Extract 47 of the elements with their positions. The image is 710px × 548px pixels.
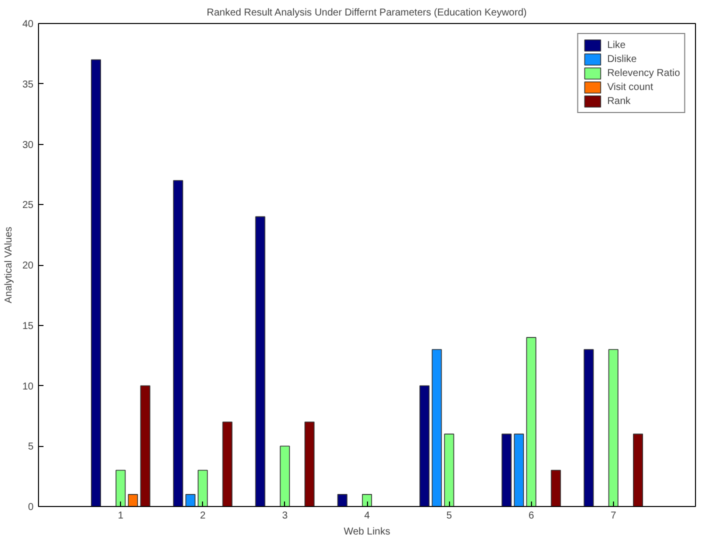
bar	[185, 494, 196, 506]
y-tick-label: 10	[22, 381, 34, 392]
bar	[173, 180, 184, 506]
bar	[419, 385, 430, 506]
bar	[362, 494, 372, 506]
bar	[304, 422, 315, 506]
legend-label: Relevency Ratio	[607, 66, 680, 80]
bar	[255, 216, 266, 506]
bar	[432, 349, 442, 506]
x-tick-label: 4	[364, 510, 370, 522]
bar	[502, 434, 512, 506]
bar	[526, 337, 536, 506]
bar	[280, 446, 290, 506]
bar	[140, 385, 150, 506]
bar	[222, 422, 232, 506]
bar	[550, 470, 561, 506]
legend-label: Rank	[607, 94, 631, 108]
bar	[632, 434, 644, 506]
bar	[90, 59, 102, 506]
legend-label: Visit count	[607, 80, 654, 94]
y-tick-label: 5	[28, 442, 34, 453]
y-tick-label: 30	[22, 140, 34, 151]
bar	[514, 434, 524, 506]
x-tick-label: 3	[282, 510, 288, 522]
legend-label: Dislike	[607, 52, 637, 66]
legend-label: Like	[607, 38, 627, 52]
bar	[584, 349, 594, 506]
x-tick-label: 5	[446, 510, 452, 522]
bar	[198, 470, 208, 506]
chart-title: Ranked Result Analysis Under Differnt Parameters (Education Keyword)	[206, 8, 527, 18]
bar	[444, 434, 454, 506]
y-tick-label: 20	[22, 260, 34, 272]
x-tick-label: 1	[118, 510, 124, 522]
y-axis-title: Analytical VAlues	[3, 226, 14, 304]
y-tick-label: 40	[22, 19, 34, 30]
x-tick-label: 7	[610, 510, 617, 522]
bar	[116, 470, 126, 506]
y-tick-label: 0	[28, 502, 34, 513]
y-tick-label: 35	[22, 79, 34, 90]
bar	[337, 494, 348, 506]
bar	[128, 494, 138, 506]
y-tick-label: 15	[22, 320, 34, 332]
bar	[608, 349, 618, 506]
x-tick-label: 6	[528, 510, 534, 522]
y-tick-label: 25	[22, 200, 34, 212]
x-tick-label: 2	[200, 510, 206, 522]
x-axis-title: Web Links	[344, 526, 390, 538]
